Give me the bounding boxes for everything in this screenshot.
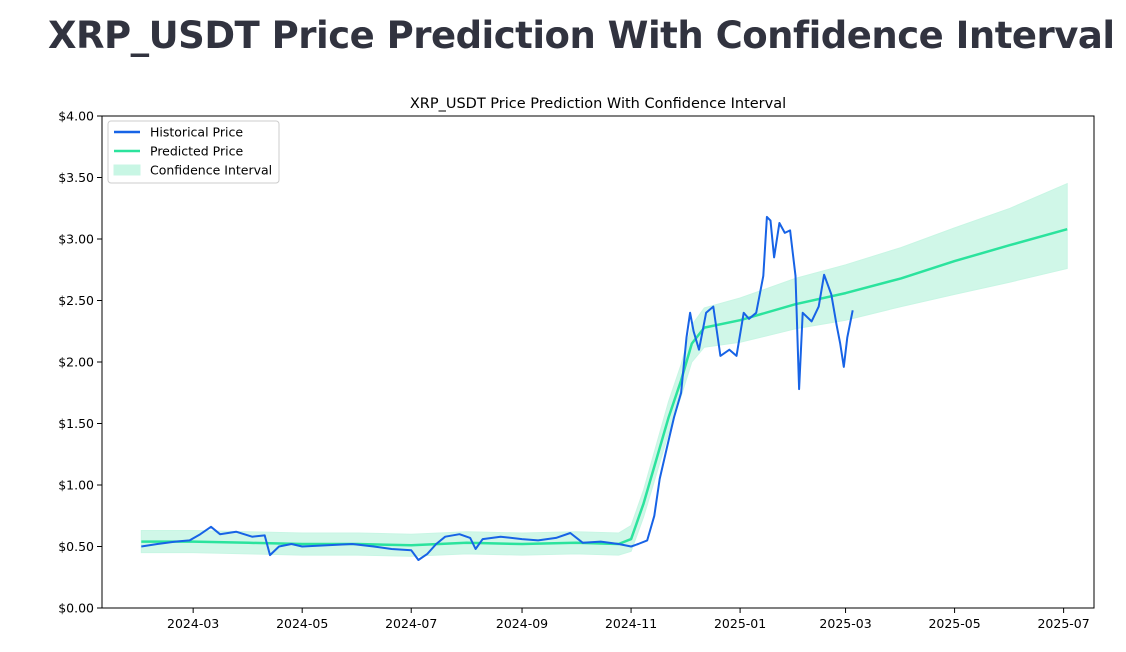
- legend-confidence-swatch: [113, 164, 141, 176]
- x-tick-label: 2024-03: [167, 616, 219, 631]
- historical-price-line: [141, 215, 854, 561]
- legend-predicted-label: Predicted Price: [150, 144, 243, 159]
- historical-line-layer: [141, 215, 854, 561]
- legend-box: [107, 120, 280, 184]
- x-tick-label: 2025-05: [928, 616, 980, 631]
- y-tick-label: $4.00: [58, 109, 94, 124]
- legend: Historical Price Predicted Price Confide…: [107, 120, 280, 184]
- confidence-band-layer: [140, 182, 1068, 557]
- y-tick-label: $1.00: [58, 478, 94, 493]
- x-tick-label: 2024-11: [605, 616, 657, 631]
- y-tick-label: $2.50: [58, 293, 94, 308]
- y-tick-label: $3.00: [58, 232, 94, 247]
- page-title: XRP_USDT Price Prediction With Confidenc…: [48, 14, 1115, 57]
- y-axis: $0.00 $0.50 $1.00 $1.50 $2.00 $2.50 $3.00 $3.50…: [58, 109, 102, 616]
- x-axis: 2024-03 2024-05 2024-07 2024-09 2024-11 2025-…: [167, 608, 1090, 631]
- x-tick-label: 2025-07: [1037, 616, 1089, 631]
- x-tick-label: 2024-05: [276, 616, 328, 631]
- y-tick-label: $0.00: [58, 601, 94, 616]
- x-tick-label: 2025-03: [819, 616, 871, 631]
- y-tick-label: $2.00: [58, 355, 94, 370]
- chart-title: XRP_USDT Price Prediction With Confidenc…: [410, 96, 786, 112]
- y-tick-label: $1.50: [58, 416, 94, 431]
- y-tick-label: $3.50: [58, 170, 94, 185]
- legend-historical-label: Historical Price: [150, 125, 243, 140]
- x-tick-label: 2025-01: [714, 616, 766, 631]
- y-tick-label: $0.50: [58, 539, 94, 554]
- x-tick-label: 2024-07: [385, 616, 437, 631]
- legend-confidence-label: Confidence Interval: [150, 163, 272, 178]
- x-tick-label: 2024-09: [496, 616, 548, 631]
- confidence-band: [140, 182, 1068, 557]
